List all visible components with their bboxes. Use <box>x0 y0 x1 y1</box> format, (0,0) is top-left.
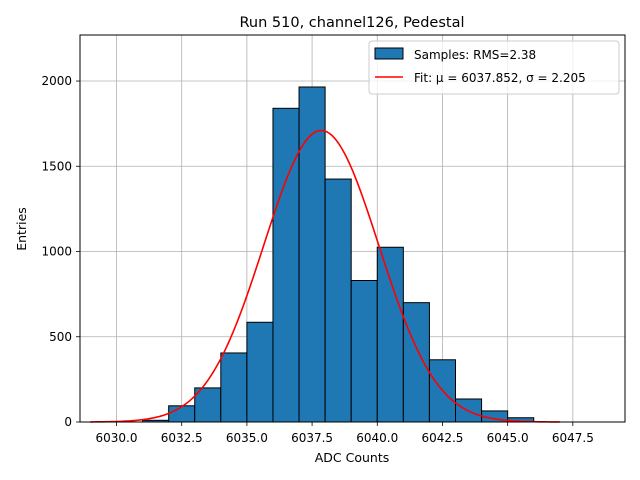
y-tick-label: 500 <box>49 330 72 344</box>
y-axis-ticks: 0 500 1000 1500 2000 <box>41 74 80 429</box>
histogram-bar <box>168 405 196 423</box>
histogram-bar <box>220 352 248 423</box>
histogram-bar <box>324 178 352 423</box>
x-tick-label: 6032.5 <box>161 431 203 445</box>
legend-box <box>368 40 620 95</box>
legend-histogram-swatch <box>374 47 404 60</box>
histogram-bar <box>246 321 274 423</box>
y-tick-label: 0 <box>64 415 72 429</box>
fit-curve-group <box>90 129 560 423</box>
legend-fit-label: Fit: μ = 6037.852, σ = 2.205 <box>414 71 586 85</box>
x-tick-label: 6030.0 <box>96 431 138 445</box>
legend: Samples: RMS=2.38 Fit: μ = 6037.852, σ =… <box>368 40 620 95</box>
histogram-bar <box>272 107 300 423</box>
x-tick-label: 6045.0 <box>487 431 529 445</box>
histogram-bar <box>402 302 430 423</box>
fit-curve <box>90 129 560 423</box>
x-tick-label: 6037.5 <box>291 431 333 445</box>
histogram-bar <box>376 246 404 423</box>
y-tick-label: 1500 <box>41 159 72 173</box>
y-axis-label: Entries <box>14 207 29 251</box>
x-tick-label: 6047.5 <box>552 431 594 445</box>
histogram-bar <box>350 279 378 423</box>
x-tick-label: 6040.0 <box>356 431 398 445</box>
y-tick-label: 1000 <box>41 245 72 259</box>
y-tick-label: 2000 <box>41 74 72 88</box>
chart-title: Run 510, channel126, Pedestal <box>239 15 464 31</box>
histogram-bar <box>298 86 326 423</box>
x-tick-label: 6035.0 <box>226 431 268 445</box>
x-tick-label: 6042.5 <box>421 431 463 445</box>
legend-histogram-label: Samples: RMS=2.38 <box>414 48 536 62</box>
x-axis-label: ADC Counts <box>315 450 390 465</box>
plot-frame <box>79 34 626 423</box>
x-axis-ticks: 6030.0 6032.5 6035.0 6037.5 6040.0 6042.5 6045… <box>96 422 594 445</box>
